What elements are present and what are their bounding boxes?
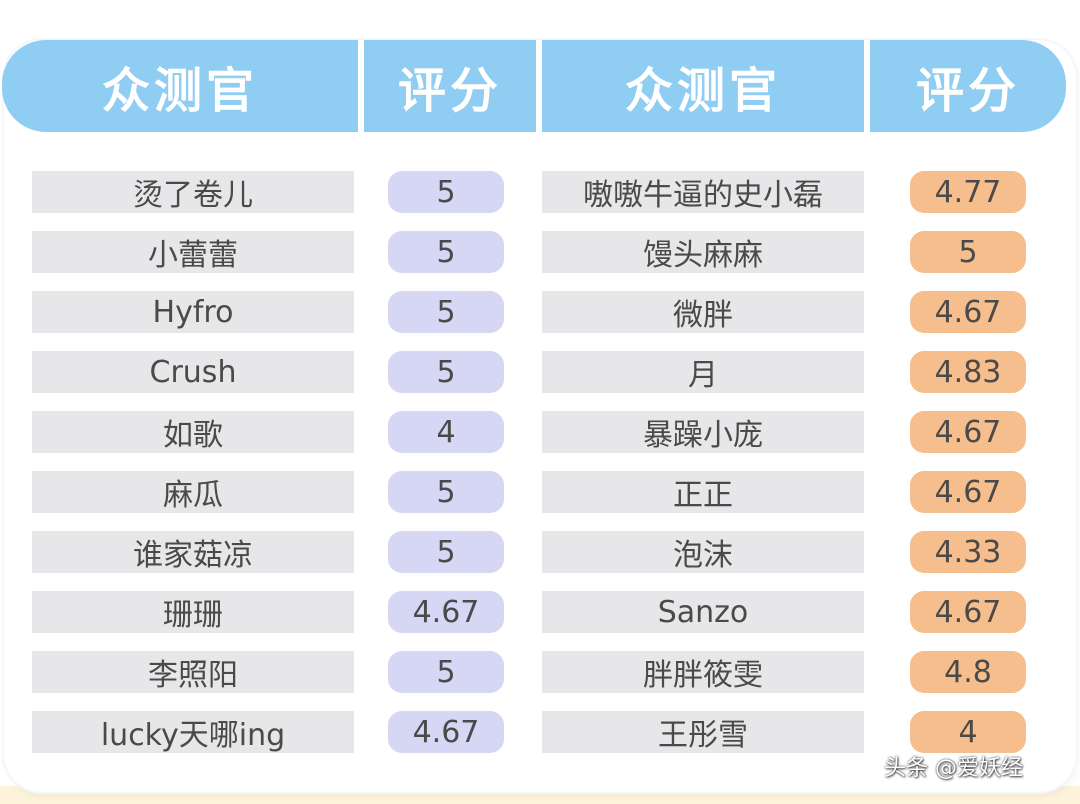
- score-badge-right: 4.67: [910, 591, 1026, 633]
- tester-name-left: 谁家菇凉: [32, 531, 354, 573]
- header-divider: [536, 40, 542, 132]
- tester-name-right: 嗷嗷牛逼的史小磊: [542, 171, 864, 213]
- tester-name-left: 麻瓜: [32, 471, 354, 513]
- score-badge-right: 4.83: [910, 351, 1026, 393]
- score-badge-right: 4.8: [910, 651, 1026, 693]
- tester-name-left: Hyfro: [32, 291, 354, 333]
- tester-name-right: 王彤雪: [542, 711, 864, 753]
- header-divider: [864, 40, 870, 132]
- tester-name-right: 暴躁小庞: [542, 411, 864, 453]
- score-badge-right: 4.67: [910, 291, 1026, 333]
- tester-name-left: 烫了卷儿: [32, 171, 354, 213]
- score-badge-right: 4.67: [910, 471, 1026, 513]
- tester-name-left: Crush: [32, 351, 354, 393]
- tester-name-left: lucky天哪ing: [32, 711, 354, 753]
- tester-name-right: 正正: [542, 471, 864, 513]
- tester-name-right: 微胖: [542, 291, 864, 333]
- score-badge-left: 5: [388, 171, 504, 213]
- score-badge-left: 5: [388, 531, 504, 573]
- header-tester-right: 众测官: [624, 63, 781, 119]
- score-badge-right: 5: [910, 231, 1026, 273]
- score-badge-left: 4.67: [388, 711, 504, 753]
- tester-name-right: 泡沫: [542, 531, 864, 573]
- table-header: 众测官 评分 众测官 评分: [2, 40, 1066, 132]
- header-divider: [358, 40, 364, 132]
- header-score-left: 评分: [397, 63, 502, 119]
- tester-name-right: 月: [542, 351, 864, 393]
- score-badge-right: 4.77: [910, 171, 1026, 213]
- tester-name-right: 胖胖筱雯: [542, 651, 864, 693]
- score-badge-left: 5: [388, 651, 504, 693]
- score-badge-right: 4: [910, 711, 1026, 753]
- score-badge-right: 4.67: [910, 411, 1026, 453]
- tester-name-left: 小蕾蕾: [32, 231, 354, 273]
- score-badge-left: 5: [388, 351, 504, 393]
- header-tester-left: 众测官: [101, 63, 258, 119]
- score-badge-left: 5: [388, 471, 504, 513]
- score-badge-left: 5: [388, 291, 504, 333]
- score-badge-left: 4.67: [388, 591, 504, 633]
- score-badge-left: 5: [388, 231, 504, 273]
- tester-name-right: 馒头麻麻: [542, 231, 864, 273]
- tester-name-right: Sanzo: [542, 591, 864, 633]
- tester-name-left: 李照阳: [32, 651, 354, 693]
- score-badge-left: 4: [388, 411, 504, 453]
- tester-name-left: 珊珊: [32, 591, 354, 633]
- header-score-right: 评分: [915, 63, 1020, 119]
- watermark: 头条 @爱妖经: [884, 756, 1023, 781]
- tester-name-left: 如歌: [32, 411, 354, 453]
- score-badge-right: 4.33: [910, 531, 1026, 573]
